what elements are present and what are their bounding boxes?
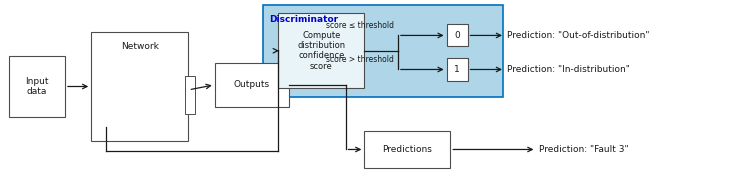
- Text: Compute
distribution
confidence
score: Compute distribution confidence score: [297, 31, 345, 71]
- Text: Prediction: "In-distribution": Prediction: "In-distribution": [507, 65, 630, 74]
- FancyBboxPatch shape: [215, 63, 289, 107]
- FancyBboxPatch shape: [364, 131, 451, 168]
- Text: Outputs: Outputs: [234, 80, 270, 89]
- FancyBboxPatch shape: [146, 63, 165, 127]
- FancyBboxPatch shape: [447, 24, 468, 47]
- Text: Input
data: Input data: [26, 77, 49, 96]
- Text: Network: Network: [121, 42, 158, 51]
- Text: score > threshold: score > threshold: [327, 55, 394, 64]
- FancyBboxPatch shape: [125, 63, 144, 127]
- FancyBboxPatch shape: [9, 56, 65, 117]
- Text: 0: 0: [454, 31, 460, 40]
- FancyBboxPatch shape: [278, 13, 364, 88]
- FancyBboxPatch shape: [91, 32, 189, 141]
- FancyBboxPatch shape: [264, 5, 502, 97]
- FancyBboxPatch shape: [104, 63, 123, 127]
- Text: Prediction: "Fault 3": Prediction: "Fault 3": [538, 145, 629, 154]
- Text: score ≤ threshold: score ≤ threshold: [326, 21, 394, 30]
- Text: Prediction: "Out-of-distribution": Prediction: "Out-of-distribution": [507, 31, 650, 40]
- FancyBboxPatch shape: [447, 58, 468, 81]
- FancyBboxPatch shape: [185, 76, 195, 114]
- Text: Discriminator: Discriminator: [270, 15, 339, 24]
- Text: 1: 1: [454, 65, 460, 74]
- FancyBboxPatch shape: [166, 63, 179, 127]
- Text: Predictions: Predictions: [382, 145, 433, 154]
